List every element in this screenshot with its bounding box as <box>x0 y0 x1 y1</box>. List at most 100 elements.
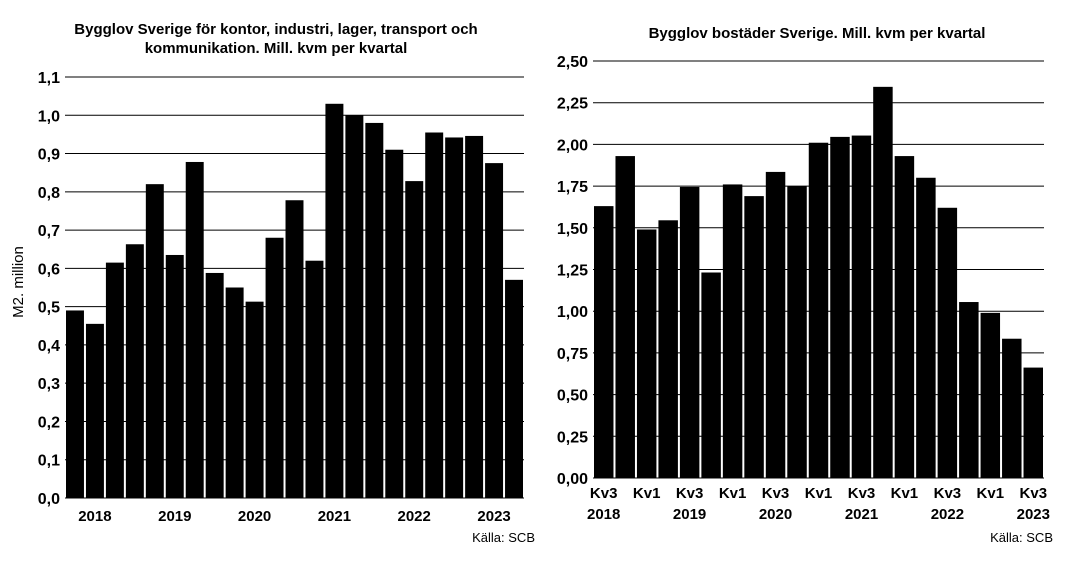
right-x-quarter-label: Kv3 <box>1020 485 1048 502</box>
right-x-quarter-label: Kv3 <box>762 485 790 502</box>
left-bar <box>125 244 144 498</box>
left-y-tick-label: 0,9 <box>38 147 60 164</box>
right-x-year-label: 2023 <box>1017 506 1050 523</box>
right-x-quarter-label: Kv1 <box>977 485 1005 502</box>
right-bar <box>980 312 1001 478</box>
right-bar <box>959 302 979 478</box>
left-chart-title-line-1: Bygglov Sverige för kontor, industri, la… <box>74 21 477 38</box>
right-y-tick-label: 2,00 <box>557 137 588 154</box>
right-x-quarter-labels: Kv3 Kv1 Kv3 Kv1 Kv3 Kv1 Kv3 Kv1 Kv3 Kv1 Kv3 <box>590 485 1047 502</box>
right-x-quarter-label: Kv1 <box>719 485 747 502</box>
right-x-quarter-label: Kv3 <box>934 485 962 502</box>
right-x-year-labels: 2018 2019 2020 2021 2022 2023 <box>587 506 1050 523</box>
left-bar <box>385 149 404 498</box>
right-y-tick-label: 2,25 <box>557 96 588 113</box>
left-chart: Bygglov Sverige för kontor, industri, la… <box>10 21 535 545</box>
left-y-tick-label: 0,5 <box>38 300 60 317</box>
left-bar <box>245 301 264 498</box>
right-y-tick-label: 2,50 <box>557 54 588 71</box>
right-x-quarter-label: Kv3 <box>676 485 704 502</box>
right-bar <box>894 156 915 478</box>
left-bar <box>425 132 444 498</box>
right-x-quarter-label: Kv1 <box>891 485 919 502</box>
right-chart: Bygglov bostäder Sverige. Mill. kvm per … <box>557 25 1053 545</box>
right-bar <box>830 136 850 478</box>
right-x-quarter-label: Kv1 <box>633 485 661 502</box>
right-bar <box>658 220 678 479</box>
left-y-tick-label: 0,1 <box>38 453 60 470</box>
right-bar <box>1023 367 1043 478</box>
left-x-year-labels: 2018 2019 2020 2021 2022 2023 <box>78 508 511 525</box>
right-bar <box>1002 338 1022 478</box>
left-y-tick-label: 0,0 <box>38 491 60 508</box>
left-chart-title-line-2: kommunikation. Mill. kvm per kvartal <box>145 40 408 57</box>
right-bar <box>808 142 829 479</box>
left-bar <box>205 272 224 498</box>
left-bar <box>265 237 284 498</box>
right-bar <box>916 177 936 478</box>
right-x-quarter-label: Kv3 <box>848 485 876 502</box>
right-y-tick-label: 0,50 <box>557 388 588 405</box>
right-y-tick-label: 1,50 <box>557 221 588 238</box>
left-y-tick-labels: 0,0 0,1 0,2 0,3 0,4 0,5 0,6 0,7 0,8 0,9 1,0 1,1 <box>38 70 60 508</box>
left-bar <box>185 161 204 498</box>
left-bar <box>145 184 164 498</box>
right-y-tick-label: 0,75 <box>557 346 588 363</box>
right-y-tick-labels: 0,00 0,25 0,50 0,75 1,00 1,25 1,50 1,75 2,00 2,25… <box>557 54 588 488</box>
left-bar <box>105 262 124 498</box>
left-x-year-label: 2021 <box>318 508 351 525</box>
left-x-year-label: 2023 <box>477 508 510 525</box>
right-source-label: Källa: SCB <box>990 530 1053 545</box>
left-x-year-label: 2018 <box>78 508 111 525</box>
right-bars <box>594 86 1043 479</box>
right-x-year-label: 2018 <box>587 506 620 523</box>
right-y-tick-label: 0,00 <box>557 471 588 488</box>
right-x-year-label: 2021 <box>845 506 878 523</box>
right-bar <box>701 272 721 478</box>
left-bar <box>445 137 464 498</box>
right-y-tick-label: 0,25 <box>557 429 588 446</box>
left-x-year-label: 2022 <box>398 508 431 525</box>
right-bar <box>787 186 807 478</box>
right-bar <box>851 135 872 478</box>
left-bar <box>165 254 184 498</box>
right-bar <box>937 207 958 478</box>
left-x-year-label: 2019 <box>158 508 191 525</box>
right-bar <box>873 86 893 478</box>
right-x-year-label: 2019 <box>673 506 706 523</box>
left-y-tick-label: 0,3 <box>38 376 60 393</box>
left-source-label: Källa: SCB <box>472 530 535 545</box>
right-bar <box>744 196 764 479</box>
left-y-tick-label: 0,4 <box>38 338 60 355</box>
left-bar <box>325 103 344 498</box>
left-bar <box>345 115 364 499</box>
right-x-quarter-label: Kv3 <box>590 485 618 502</box>
left-bar <box>305 260 324 498</box>
right-bar <box>615 156 635 478</box>
right-x-year-label: 2022 <box>931 506 964 523</box>
right-bar <box>594 206 614 478</box>
right-y-tick-label: 1,00 <box>557 304 588 321</box>
left-x-year-label: 2020 <box>238 508 271 525</box>
left-y-tick-label: 1,1 <box>38 70 60 87</box>
left-bar <box>285 200 304 499</box>
right-bar <box>679 186 700 478</box>
right-chart-title: Bygglov bostäder Sverige. Mill. kvm per … <box>649 25 986 42</box>
right-x-year-label: 2020 <box>759 506 792 523</box>
left-y-tick-label: 0,6 <box>38 261 60 278</box>
left-y-tick-label: 0,8 <box>38 185 60 202</box>
left-y-axis-label: M2. million <box>10 246 27 318</box>
left-bar <box>505 279 523 498</box>
right-bar <box>636 229 657 478</box>
right-y-tick-label: 1,75 <box>557 179 588 196</box>
left-bar <box>85 323 104 498</box>
left-bar <box>485 163 504 499</box>
left-y-tick-label: 0,2 <box>38 414 60 431</box>
left-bar <box>225 287 244 498</box>
left-bar <box>365 122 384 499</box>
left-bar <box>66 310 84 498</box>
left-y-tick-label: 0,7 <box>38 223 60 240</box>
right-bar <box>765 171 786 479</box>
right-y-tick-label: 1,25 <box>557 263 588 280</box>
